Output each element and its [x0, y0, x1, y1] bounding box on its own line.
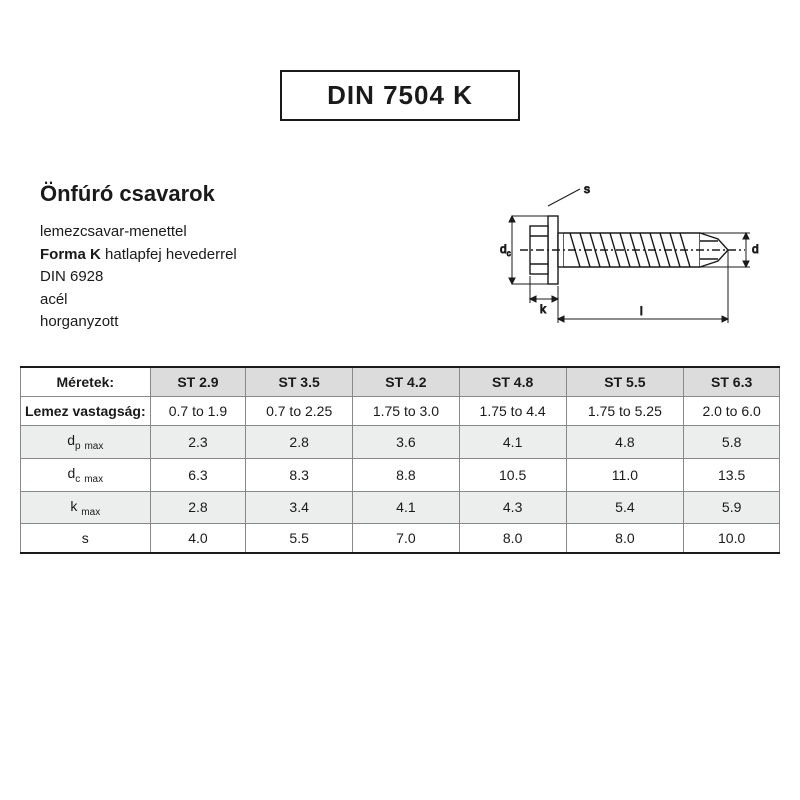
cell: 8.3 [246, 458, 353, 491]
col-st63: ST 6.3 [684, 367, 780, 397]
desc-line-3: DIN 6928 [40, 266, 480, 289]
cell: 2.8 [246, 426, 353, 459]
page: DIN 7504 K Önfúró csavarok lemezcsavar-m… [20, 0, 780, 554]
row-label: dc max [21, 458, 151, 491]
table-row: k max2.83.44.14.35.45.9 [21, 491, 780, 524]
table-row: dp max2.32.83.64.14.85.8 [21, 426, 780, 459]
cell: 0.7 to 1.9 [150, 397, 246, 426]
cell: 5.8 [684, 426, 780, 459]
row-label: dp max [21, 426, 151, 459]
cell: 6.3 [150, 458, 246, 491]
row-label: k max [21, 491, 151, 524]
col-st42: ST 4.2 [353, 367, 460, 397]
dim-d: d [752, 242, 759, 256]
cell: 10.5 [459, 458, 566, 491]
cell: 5.4 [566, 491, 684, 524]
row-label: Lemez vastagság: [21, 397, 151, 426]
cell: 1.75 to 3.0 [353, 397, 460, 426]
form-k-rest: hatlapfej hevederrel [101, 246, 237, 263]
cell: 4.1 [459, 426, 566, 459]
desc-line-4: acél [40, 289, 480, 312]
col-st29: ST 2.9 [150, 367, 246, 397]
product-title: Önfúró csavarok [40, 181, 480, 207]
spec-table: Méretek: ST 2.9 ST 3.5 ST 4.2 ST 4.8 ST … [20, 366, 780, 554]
cell: 3.4 [246, 491, 353, 524]
cell: 4.1 [353, 491, 460, 524]
dim-k: k [540, 302, 547, 316]
cell: 4.0 [150, 524, 246, 554]
desc-line-1: lemezcsavar-menettel [40, 221, 480, 244]
cell: 4.8 [566, 426, 684, 459]
cell: 4.3 [459, 491, 566, 524]
col-st35: ST 3.5 [246, 367, 353, 397]
cell: 2.3 [150, 426, 246, 459]
table-header: Méretek: ST 2.9 ST 3.5 ST 4.2 ST 4.8 ST … [21, 367, 780, 397]
cell: 2.8 [150, 491, 246, 524]
desc-line-2: Forma K hatlapfej hevederrel [40, 244, 480, 267]
cell: 8.8 [353, 458, 460, 491]
col-st55: ST 5.5 [566, 367, 684, 397]
table-row: Lemez vastagság:0.7 to 1.90.7 to 2.251.7… [21, 397, 780, 426]
header-meretek: Méretek: [21, 367, 151, 397]
din-code-box: DIN 7504 K [280, 70, 520, 121]
row-label: s [21, 524, 151, 554]
screw-diagram: s dc k [500, 181, 760, 336]
cell: 10.0 [684, 524, 780, 554]
cell: 7.0 [353, 524, 460, 554]
top-section: Önfúró csavarok lemezcsavar-menettel For… [20, 181, 780, 366]
dim-dc: dc [500, 242, 511, 258]
cell: 2.0 to 6.0 [684, 397, 780, 426]
form-k-bold: Forma K [40, 246, 101, 263]
screw-svg: s dc k [500, 181, 760, 331]
cell: 3.6 [353, 426, 460, 459]
cell: 8.0 [459, 524, 566, 554]
table-row: s4.05.57.08.08.010.0 [21, 524, 780, 554]
cell: 5.5 [246, 524, 353, 554]
cell: 13.5 [684, 458, 780, 491]
cell: 0.7 to 2.25 [246, 397, 353, 426]
col-st48: ST 4.8 [459, 367, 566, 397]
desc-line-5: horganyzott [40, 311, 480, 334]
cell: 11.0 [566, 458, 684, 491]
table-row: dc max6.38.38.810.511.013.5 [21, 458, 780, 491]
dim-s: s [584, 182, 590, 196]
cell: 1.75 to 5.25 [566, 397, 684, 426]
cell: 5.9 [684, 491, 780, 524]
table-body: Lemez vastagság:0.7 to 1.90.7 to 2.251.7… [21, 397, 780, 554]
cell: 1.75 to 4.4 [459, 397, 566, 426]
description-block: Önfúró csavarok lemezcsavar-menettel For… [40, 181, 480, 334]
cell: 8.0 [566, 524, 684, 554]
dim-l: l [640, 304, 643, 318]
